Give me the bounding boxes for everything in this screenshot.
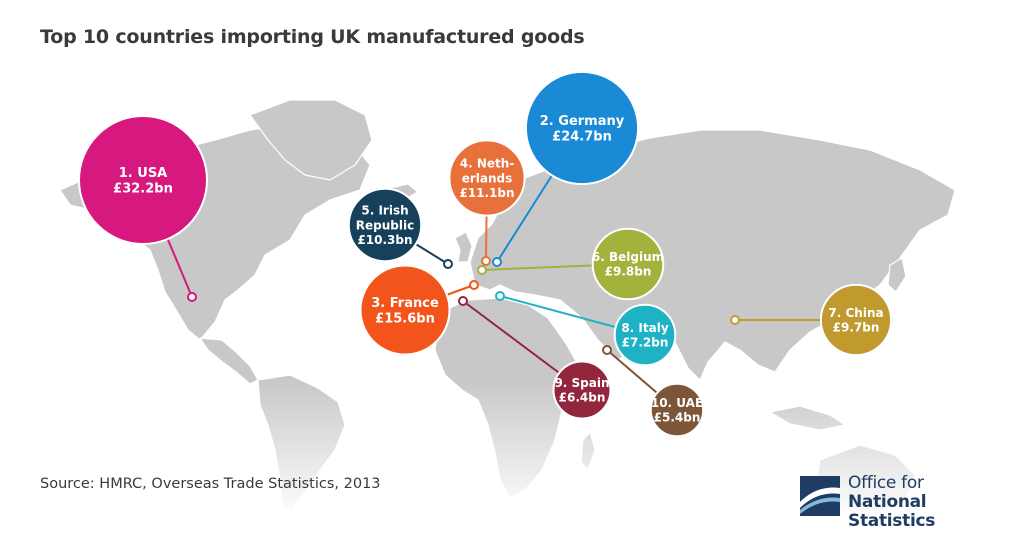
bubble-label-line: erlands [462,171,513,185]
greenland-shape [249,99,373,181]
bubble-label-line: 4. Neth- [460,157,515,171]
ons-logo-text: Office for National Statistics [848,474,1000,531]
ons-logo-icon [800,476,840,516]
bubble-label-line: 7. China [828,306,883,320]
bubble-label-uae: 10. UAE £5.4bn [651,396,703,425]
bubble-uae [649,382,705,438]
japan-shape [887,257,907,293]
bubble-label-china: 7. China £9.7bn [828,306,883,335]
bubble-label-irish-republic: 5. Irish Republic £10.3bn [356,204,414,247]
source-note: Source: HMRC, Overseas Trade Statistics,… [40,476,381,492]
bubble-label-line: £10.3bn [357,233,412,247]
anchor-germany [492,257,502,267]
central-america-shape [199,337,259,385]
anchor-spain [458,296,468,306]
ons-logo: Office for National Statistics [800,472,1000,531]
map-fade [0,380,1024,520]
bubble-label-line: 2. Germany [540,114,625,129]
anchor-usa [187,292,197,302]
bubble-label-germany: 2. Germany £24.7bn [540,114,625,145]
anchor-china [730,315,740,325]
bubble-label-line: £9.8bn [605,265,652,279]
bubble-spain [552,360,612,420]
bubble-label-line: 10. UAE [651,396,703,410]
ons-logo-line1: Office for [848,473,924,493]
bubble-label-line: £5.4bn [654,411,701,425]
bubble-label-line: 8. Italy [621,321,668,335]
bubble-label-line: 3. France [371,296,439,311]
bubble-netherlands [448,139,526,217]
bubble-label-line: £32.2bn [113,182,173,197]
bubble-france [359,264,451,356]
bubble-irish-republic [347,187,423,263]
anchor-france [469,280,479,290]
bubble-italy [613,303,677,367]
ons-logo-line2: National Statistics [848,492,936,531]
bubble-label-line: £7.2bn [622,336,669,350]
bubble-label-belgium: 6. Belgium £9.8bn [592,250,664,279]
bubble-label-italy: 8. Italy £7.2bn [621,321,668,350]
bubble-label-france: 3. France £15.6bn [371,296,439,327]
bubble-label-netherlands: 4. Neth-erlands £11.1bn [459,157,514,200]
anchor-netherlands [481,256,491,266]
bubble-usa [78,115,208,245]
bubble-label-spain: 9. Spain £6.4bn [554,376,609,405]
anchor-uae [602,345,612,355]
anchor-irish-republic [443,259,453,269]
anchor-italy [495,291,505,301]
bubble-label-line: 6. Belgium [592,250,664,264]
bubble-belgium [591,227,665,301]
anchor-belgium [477,265,487,275]
bubble-label-line: £11.1bn [459,186,514,200]
bubble-label-line: £15.6bn [375,312,435,327]
bubble-label-line: 1. USA [119,166,168,181]
bubble-label-line: 9. Spain [554,376,609,390]
bubble-label-line: £9.7bn [833,321,880,335]
bubble-label-line: £24.7bn [552,130,612,145]
bubble-label-line: £6.4bn [559,391,606,405]
uk-shape [454,231,473,263]
bubble-label-usa: 1. USA £32.2bn [113,166,173,197]
bubble-germany [524,70,640,186]
bubble-label-line: 5. Irish [361,204,408,218]
bubble-china [819,283,893,357]
bubble-label-line: Republic [356,218,414,232]
chart-title: Top 10 countries importing UK manufactur… [40,26,585,48]
